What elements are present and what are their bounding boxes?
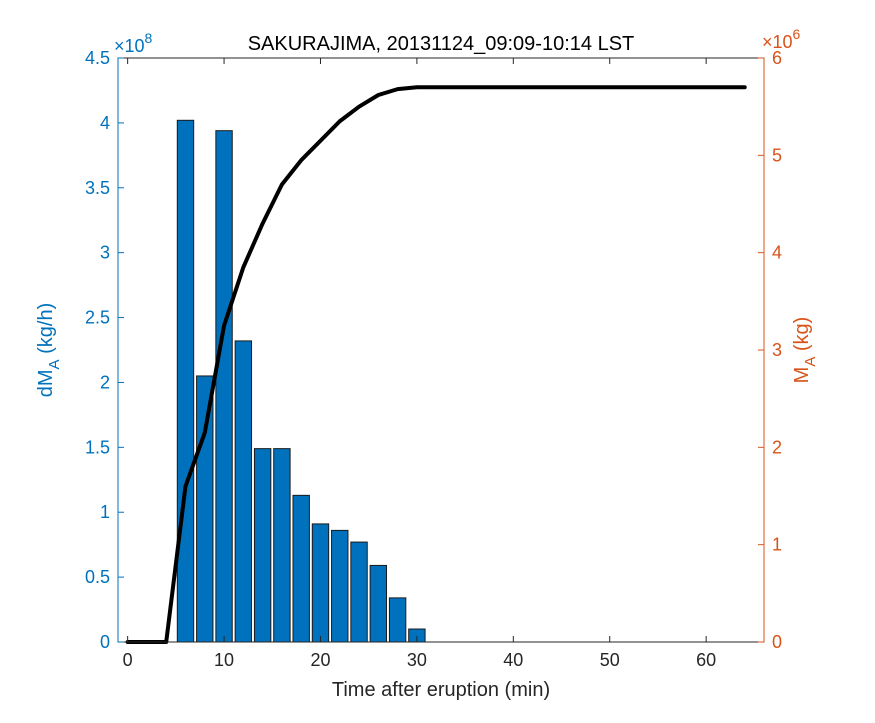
x-tick-label: 10 <box>214 650 234 670</box>
right-y-axis-label: MA (kg) <box>791 317 819 384</box>
x-tick-label: 50 <box>600 650 620 670</box>
left-y-tick-label: 3 <box>100 243 110 263</box>
right-y-tick-label: 5 <box>772 145 782 165</box>
right-exponent-power: 6 <box>793 26 801 42</box>
x-axis-label: Time after eruption (min) <box>332 679 550 701</box>
bar <box>311 523 330 643</box>
left-y-axis-label: dMA (kg/h) <box>35 303 63 398</box>
left-label-main: dM <box>35 369 57 397</box>
plot-frame <box>117 57 765 643</box>
left-y-tick-label: 2.5 <box>85 308 110 328</box>
bar <box>176 119 195 643</box>
cumulative-mass-line <box>125 85 747 644</box>
bar <box>350 541 368 643</box>
bar <box>196 375 214 643</box>
left-y-tick-label: 1.5 <box>85 437 110 457</box>
right-label-unit: (kg) <box>791 317 813 357</box>
x-tick-label: 60 <box>696 650 716 670</box>
x-tick-label: 30 <box>407 650 427 670</box>
left-y-tick-label: 1 <box>100 502 110 522</box>
left-exponent-base: ×10 <box>114 36 145 56</box>
left-y-tick-label: 4 <box>100 113 110 133</box>
left-exponent-power: 8 <box>145 30 153 46</box>
left-label-unit: (kg/h) <box>35 303 57 360</box>
bar <box>215 130 233 643</box>
right-y-tick-label: 4 <box>772 243 782 263</box>
left-y-tick-label: 3.5 <box>85 178 110 198</box>
left-axis-exponent: ×108 <box>114 30 153 56</box>
left-y-tick-label: 4.5 <box>85 48 110 68</box>
right-label-main: M <box>791 367 813 384</box>
x-axis: 0 10 20 30 40 50 60 <box>123 58 716 670</box>
x-tick-label: 40 <box>503 650 523 670</box>
bar <box>331 529 349 643</box>
right-label-sub: A <box>802 357 819 367</box>
left-y-tick-label: 2 <box>100 372 110 392</box>
bar <box>253 448 272 643</box>
right-y-tick-label: 3 <box>772 340 782 360</box>
bar <box>388 597 407 643</box>
bar <box>369 564 388 643</box>
x-tick-label: 20 <box>310 650 330 670</box>
bar <box>273 448 291 643</box>
left-y-axis: 0 0.5 1 1.5 2 2.5 3 3.5 4 4.5 <box>85 48 124 652</box>
bar <box>292 494 310 643</box>
bar <box>234 340 253 643</box>
line-series-layer <box>125 85 747 644</box>
right-y-tick-label: 6 <box>772 48 782 68</box>
left-y-tick-label: 0.5 <box>85 567 110 587</box>
right-y-tick-label: 2 <box>772 437 782 457</box>
left-y-tick-label: 0 <box>100 632 110 652</box>
right-exponent-base: ×10 <box>762 32 793 52</box>
x-tick-label: 0 <box>123 650 133 670</box>
right-y-tick-label: 0 <box>772 632 782 652</box>
right-axis-exponent: ×106 <box>762 26 801 52</box>
right-y-axis: 0 1 2 3 4 5 6 <box>758 48 782 652</box>
chart-title: SAKURAJIMA, 20131124_09:09-10:14 LST <box>248 33 635 55</box>
left-label-sub: A <box>46 359 63 369</box>
right-y-tick-label: 1 <box>772 535 782 555</box>
